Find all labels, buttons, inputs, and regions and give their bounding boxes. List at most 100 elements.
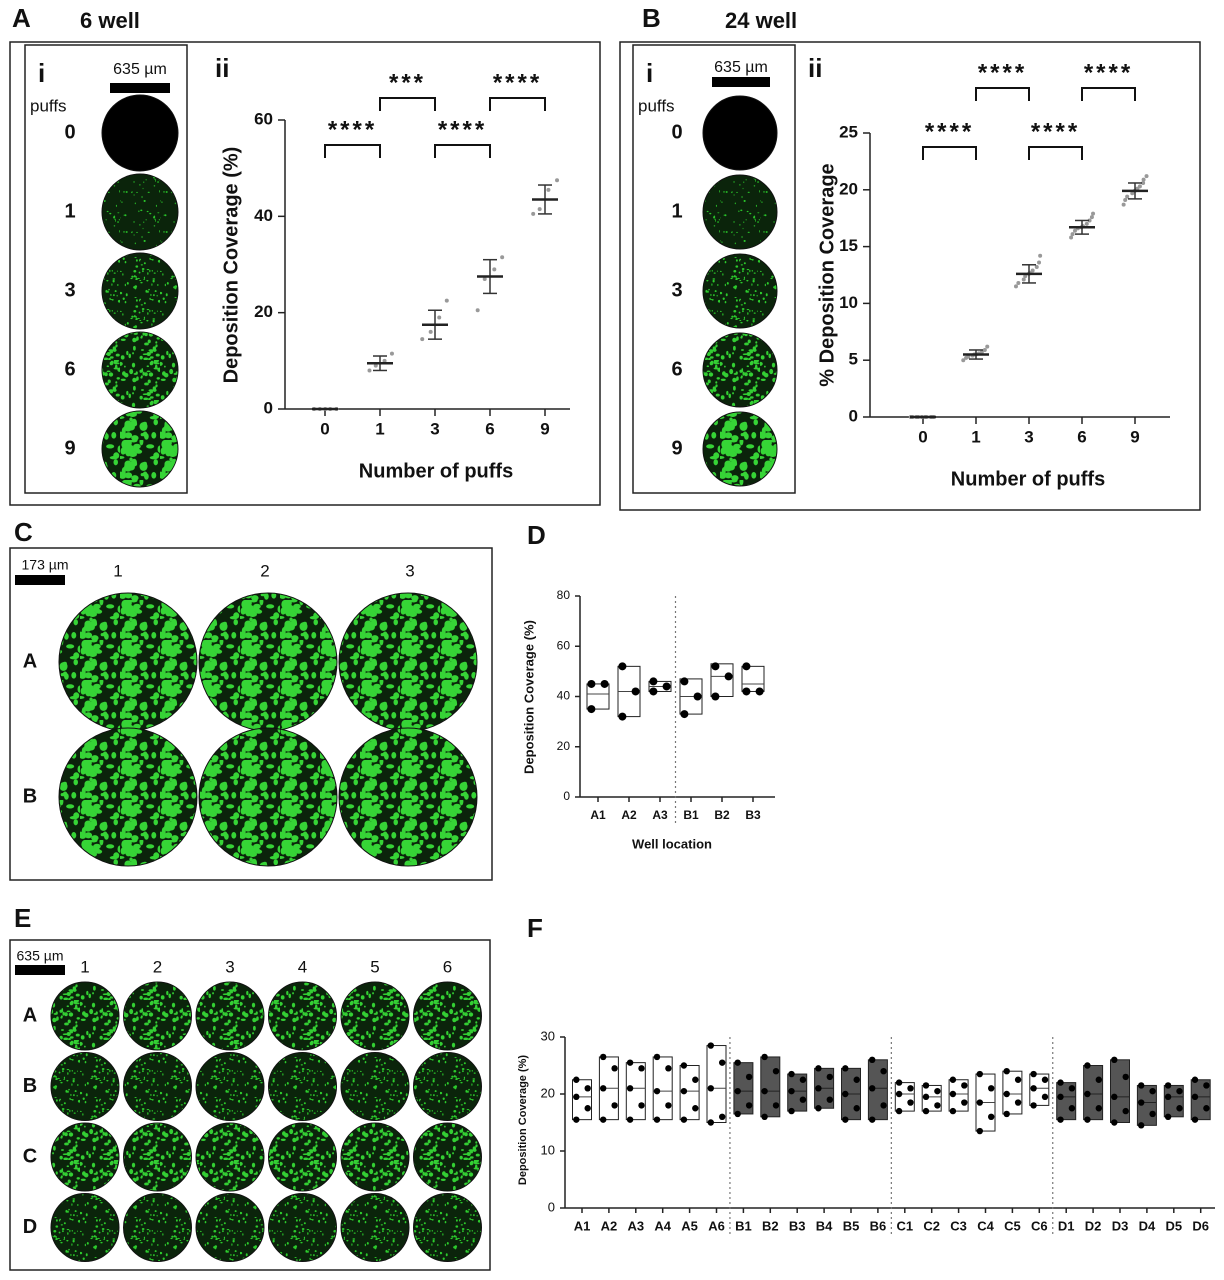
data-point	[719, 1059, 726, 1066]
x-tick-label: A2	[601, 1218, 618, 1233]
data-point	[1141, 177, 1146, 182]
data-point	[1087, 218, 1092, 223]
panel-frame	[9, 547, 493, 881]
data-point	[799, 1076, 807, 1083]
x-tick-label: 6	[485, 419, 494, 438]
scale-bar	[15, 575, 65, 585]
panel-letter: D	[527, 520, 546, 550]
data-point	[961, 1082, 968, 1089]
y-tick-label: 80	[557, 588, 571, 602]
y-tick-label: 0	[849, 406, 858, 425]
data-point	[988, 1113, 995, 1121]
y-tick-label: 60	[557, 638, 571, 652]
image-label: i	[38, 58, 45, 88]
data-point	[711, 662, 720, 671]
row-label: 6	[671, 358, 682, 380]
panel-letter: A	[12, 3, 31, 33]
data-point	[587, 705, 596, 714]
x-tick-label: C1	[896, 1218, 913, 1233]
data-point	[1176, 1087, 1183, 1095]
data-point	[1125, 194, 1130, 199]
data-point	[761, 1113, 768, 1121]
x-tick-label: A1	[590, 808, 606, 822]
data-point	[985, 344, 990, 349]
y-axis-label: Deposition Coverage (%)	[517, 1055, 529, 1186]
data-point	[1057, 1079, 1064, 1086]
data-point	[742, 687, 751, 696]
data-point	[788, 1087, 795, 1095]
data-point	[869, 1116, 876, 1123]
data-point	[1095, 1076, 1103, 1083]
data-point	[1068, 1105, 1076, 1112]
data-point	[895, 1079, 903, 1086]
data-point	[367, 368, 372, 373]
data-point	[949, 1090, 957, 1098]
data-point	[719, 1113, 726, 1121]
x-tick-label: B4	[816, 1218, 833, 1233]
data-point	[389, 351, 394, 356]
x-tick-label: 3	[430, 419, 439, 438]
data-point	[1003, 1090, 1010, 1098]
data-point	[1203, 1105, 1210, 1112]
data-point	[1164, 1082, 1172, 1089]
data-point	[420, 337, 425, 342]
data-point	[707, 1085, 714, 1092]
well-image	[268, 981, 337, 1051]
x-tick-label: A4	[654, 1218, 671, 1233]
data-point	[1041, 1093, 1049, 1101]
data-point	[1191, 1116, 1199, 1123]
data-point	[600, 1053, 607, 1061]
row-label: 1	[64, 200, 75, 222]
data-point	[626, 1085, 634, 1092]
well-image	[58, 727, 198, 867]
well-image	[50, 981, 120, 1051]
data-point	[665, 1065, 672, 1072]
panel-letter: B	[642, 3, 661, 33]
data-point	[692, 1105, 699, 1112]
y-tick-label: 30	[541, 1028, 555, 1043]
data-point	[934, 1087, 941, 1095]
data-point	[649, 687, 658, 696]
data-point	[1084, 1062, 1091, 1069]
x-axis-label: Number of puffs	[359, 460, 513, 482]
data-point	[788, 1107, 795, 1115]
data-point	[707, 1119, 714, 1126]
panel-frame	[9, 41, 601, 506]
scale-bar	[712, 77, 770, 87]
chart-title: ii	[808, 53, 822, 83]
data-point	[772, 1102, 780, 1109]
well-image	[340, 1052, 410, 1121]
significance-bracket	[1081, 87, 1136, 101]
significance-label: ****	[328, 116, 377, 143]
significance-label: ****	[978, 59, 1027, 86]
scale-bar	[110, 83, 170, 93]
data-point	[692, 1076, 699, 1083]
data-point	[662, 682, 671, 691]
data-point	[618, 662, 627, 671]
data-point	[745, 1073, 753, 1081]
data-point	[437, 315, 442, 320]
data-point	[587, 679, 596, 688]
x-tick-label: B1	[735, 1218, 752, 1233]
row-label: 6	[64, 358, 75, 380]
panel-letter: C	[14, 517, 33, 547]
range-bar	[706, 1045, 727, 1124]
panel-frame	[619, 41, 1201, 511]
data-point	[1072, 228, 1077, 233]
data-point	[1111, 1119, 1118, 1126]
well-image	[340, 1122, 410, 1192]
data-point	[1111, 1093, 1118, 1101]
data-point	[707, 1042, 714, 1049]
x-tick-label: 6	[1077, 427, 1086, 446]
data-point	[1164, 1093, 1172, 1101]
data-point	[761, 1053, 768, 1061]
data-point	[788, 1070, 795, 1078]
x-tick-label: C5	[1004, 1218, 1021, 1233]
data-point	[1138, 1082, 1145, 1089]
data-point	[1089, 215, 1094, 220]
well-image	[268, 1122, 337, 1192]
data-point	[653, 1053, 661, 1061]
panel-letter: E	[14, 903, 31, 933]
y-tick-label: 20	[557, 739, 571, 753]
